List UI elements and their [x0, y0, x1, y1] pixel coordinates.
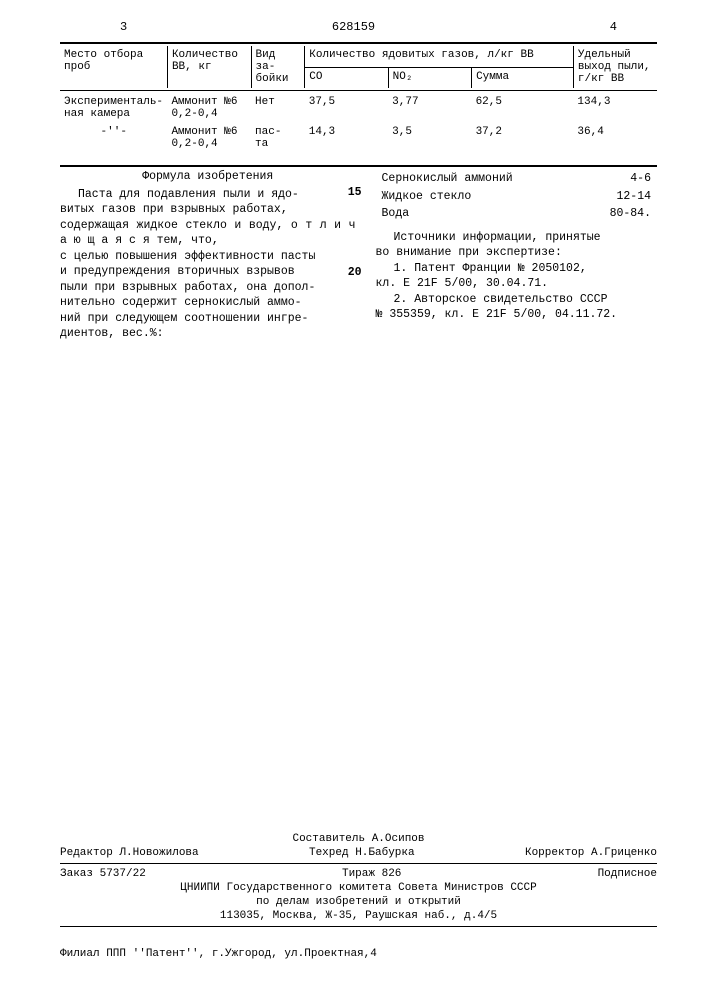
ingredient-name: Сернокислый аммоний — [378, 171, 581, 187]
col-header-dust: Удельный выход пыли, г/кг ВВ — [573, 46, 657, 88]
line-number-20: 20 — [330, 265, 362, 281]
credits-row: Редактор Л.Новожилова Техред Н.Бабурка К… — [60, 846, 657, 860]
cell-stemming: пас- та — [251, 123, 305, 153]
cell-no2: 3,77 — [388, 93, 471, 123]
body-columns: Формула изобретения Паста для подавления… — [60, 169, 657, 342]
formula-paragraph: Паста для подавления пыли и ядо- витых г… — [60, 187, 356, 342]
formula-title: Формула изобретения — [60, 169, 356, 185]
filial-line: Филиал ППП ''Патент'', г.Ужгород, ул.Про… — [60, 948, 657, 960]
compiler-line: Составитель А.Осипов — [60, 832, 657, 846]
ingredient-row: Сернокислый аммоний 4-6 — [378, 171, 655, 187]
col-header-stemming: Вид за- бойки — [251, 46, 305, 88]
left-column: Формула изобретения Паста для подавления… — [60, 169, 356, 342]
ingredient-value: 80-84. — [583, 206, 655, 222]
source-1: 1. Патент Франции № 2050102, кл. E 21F 5… — [376, 261, 657, 292]
body-part-2: тем, что, с целью повышения эффективност… — [60, 234, 315, 340]
editor: Редактор Л.Новожилова — [60, 847, 199, 859]
cell-place: Эксперименталь- ная камера — [60, 93, 167, 123]
order: Заказ 5737/22 — [60, 868, 146, 880]
ingredient-name: Вода — [378, 206, 581, 222]
cell-dust: 134,3 — [573, 93, 657, 123]
org-line-2: по делам изобретений и открытий — [60, 895, 657, 909]
cell-sum: 62,5 — [472, 93, 574, 123]
line-number-15: 15 — [330, 185, 362, 201]
col-header-qty-bb: Количество ВВ, кг — [167, 46, 251, 88]
table-bottom-rule — [60, 165, 657, 167]
source-2: 2. Авторское свидетельство СССР № 355359… — [376, 292, 657, 323]
col-header-gases-group: Количество ядовитых газов, л/кг ВВ — [305, 46, 574, 67]
address-line: 113035, Москва, Ж-35, Раушская наб., д.4… — [60, 909, 657, 923]
cell-sum: 37,2 — [472, 123, 574, 153]
data-table: Место отбора проб Количество ВВ, кг Вид … — [60, 46, 657, 153]
table-row: -''- Аммонит №6 0,2-0,4 пас- та 14,3 3,5… — [60, 123, 657, 153]
ingredient-row: Жидкое стекло 12-14 — [378, 189, 655, 205]
subscription: Подписное — [598, 868, 657, 880]
page-left-num: 3 — [120, 20, 127, 34]
cell-no2: 3,5 — [388, 123, 471, 153]
table-mid-rule — [60, 90, 657, 91]
tirazh: Тираж 826 — [342, 868, 401, 880]
table-row: Эксперименталь- ная камера Аммонит №6 0,… — [60, 93, 657, 123]
cell-place: -''- — [60, 123, 167, 153]
col-header-sum: Сумма — [472, 67, 574, 88]
ingredient-value: 4-6 — [583, 171, 655, 187]
corrector: Корректор А.Гриценко — [525, 847, 657, 859]
cell-qty: Аммонит №6 0,2-0,4 — [167, 123, 251, 153]
document-number: 628159 — [332, 20, 375, 34]
cell-co: 14,3 — [305, 123, 388, 153]
footer-rule-1 — [60, 863, 657, 864]
right-column: Сернокислый аммоний 4-6 Жидкое стекло 12… — [376, 169, 657, 342]
cell-dust: 36,4 — [573, 123, 657, 153]
footer-rule-2 — [60, 926, 657, 927]
ingredient-name: Жидкое стекло — [378, 189, 581, 205]
body-part-1: Паста для подавления пыли и ядо- витых г… — [60, 188, 299, 232]
order-row: Заказ 5737/22 Тираж 826 Подписное — [60, 867, 657, 881]
ingredients-table: Сернокислый аммоний 4-6 Жидкое стекло 12… — [376, 169, 657, 224]
ingredient-value: 12-14 — [583, 189, 655, 205]
col-header-place: Место отбора проб — [60, 46, 167, 88]
table-top-rule — [60, 42, 657, 44]
col-header-no2: NO₂ — [388, 67, 471, 88]
sources-intro: Источники информации, принятые во вниман… — [376, 230, 657, 261]
page-right-num: 4 — [610, 20, 617, 34]
cell-qty: Аммонит №6 0,2-0,4 — [167, 93, 251, 123]
footer-block: Составитель А.Осипов Редактор Л.Новожило… — [60, 832, 657, 930]
table-header-row-1: Место отбора проб Количество ВВ, кг Вид … — [60, 46, 657, 67]
col-header-co: СО — [305, 67, 388, 88]
techred: Техред Н.Бабурка — [309, 847, 415, 859]
org-line-1: ЦНИИПИ Государственного комитета Совета … — [60, 881, 657, 895]
cell-co: 37,5 — [305, 93, 388, 123]
ingredient-row: Вода 80-84. — [378, 206, 655, 222]
cell-stemming: Нет — [251, 93, 305, 123]
